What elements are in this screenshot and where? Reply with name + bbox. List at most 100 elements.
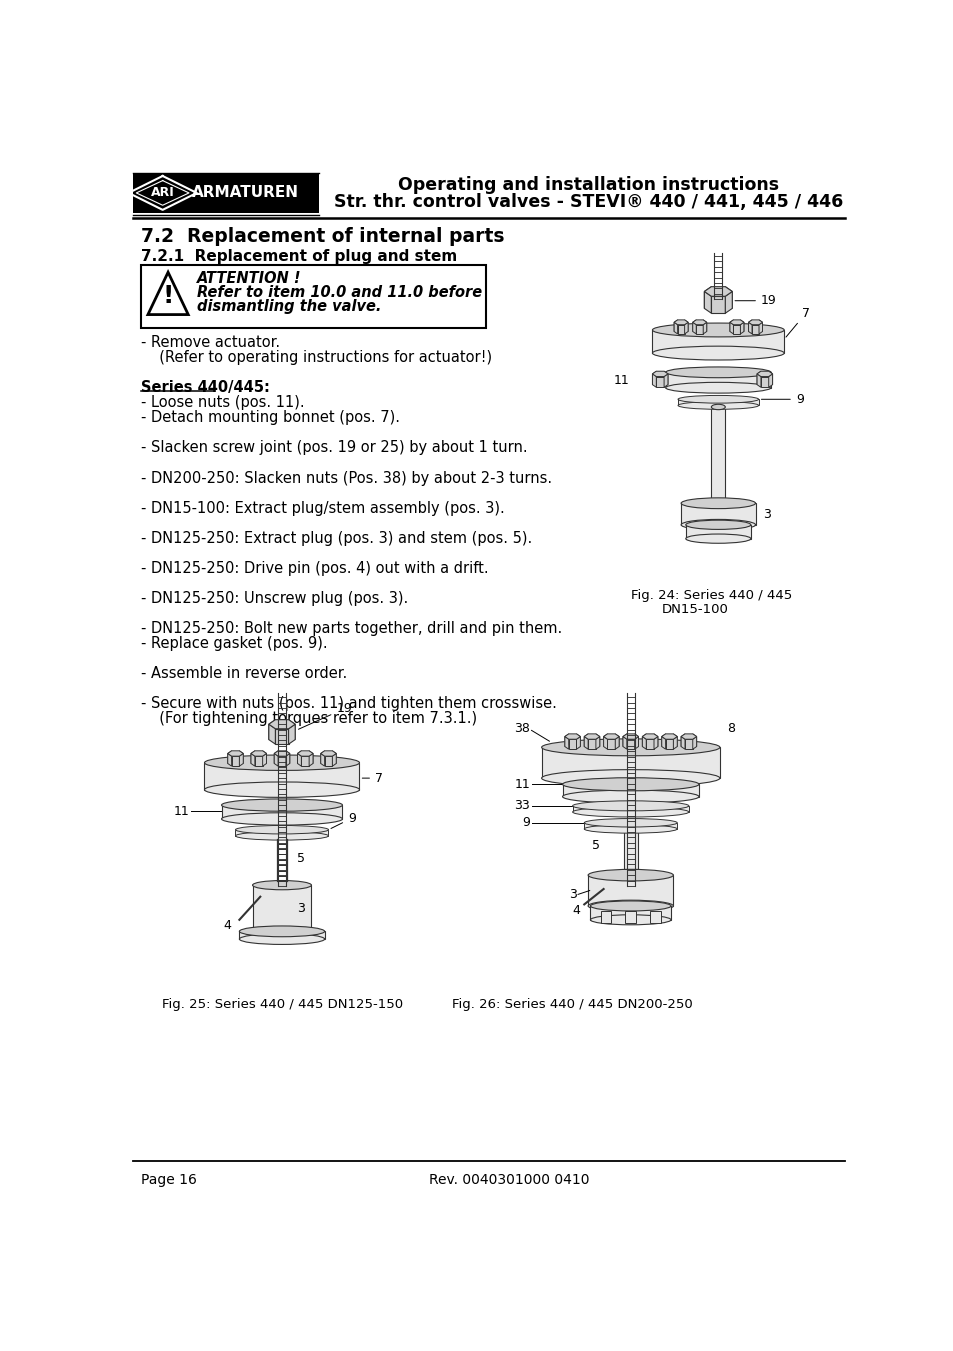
Bar bbox=[665, 373, 770, 388]
Polygon shape bbox=[759, 320, 761, 331]
Text: 3: 3 bbox=[762, 508, 770, 521]
Text: Series 440/445:: Series 440/445: bbox=[141, 381, 270, 396]
Text: 3: 3 bbox=[297, 901, 305, 915]
Polygon shape bbox=[645, 734, 654, 744]
Ellipse shape bbox=[652, 346, 783, 359]
Polygon shape bbox=[674, 320, 687, 324]
Polygon shape bbox=[733, 320, 740, 330]
Polygon shape bbox=[332, 751, 335, 763]
Polygon shape bbox=[757, 374, 760, 388]
Polygon shape bbox=[274, 754, 278, 766]
Polygon shape bbox=[278, 757, 286, 766]
Text: Fig. 24: Series 440 / 445: Fig. 24: Series 440 / 445 bbox=[630, 589, 791, 603]
Polygon shape bbox=[641, 734, 658, 739]
Polygon shape bbox=[583, 736, 587, 750]
Polygon shape bbox=[768, 372, 772, 385]
Polygon shape bbox=[278, 751, 286, 761]
Polygon shape bbox=[297, 751, 301, 763]
Ellipse shape bbox=[235, 825, 328, 834]
Text: - DN15-100: Extract plug/stem assembly (pos. 3).: - DN15-100: Extract plug/stem assembly (… bbox=[141, 500, 504, 516]
Text: 3: 3 bbox=[568, 888, 576, 901]
Bar bbox=[141, 265, 485, 328]
Polygon shape bbox=[759, 323, 761, 334]
Polygon shape bbox=[674, 320, 677, 331]
Polygon shape bbox=[696, 320, 702, 330]
Text: Str. thr. control valves - STEVI® 440 / 441, 445 / 446: Str. thr. control valves - STEVI® 440 / … bbox=[334, 193, 842, 211]
Polygon shape bbox=[652, 372, 667, 377]
Text: DN15-100: DN15-100 bbox=[661, 604, 728, 616]
Polygon shape bbox=[663, 372, 667, 385]
Polygon shape bbox=[626, 734, 634, 744]
Polygon shape bbox=[680, 736, 684, 750]
Polygon shape bbox=[703, 286, 732, 296]
Bar bbox=[541, 747, 720, 778]
Bar bbox=[572, 805, 688, 812]
Text: ATTENTION !: ATTENTION ! bbox=[196, 272, 301, 286]
Polygon shape bbox=[661, 734, 677, 739]
Ellipse shape bbox=[253, 881, 311, 890]
Polygon shape bbox=[692, 323, 696, 334]
Polygon shape bbox=[733, 324, 740, 334]
Polygon shape bbox=[607, 734, 615, 744]
Ellipse shape bbox=[541, 770, 720, 786]
Polygon shape bbox=[228, 754, 232, 766]
Polygon shape bbox=[320, 754, 324, 766]
Text: !: ! bbox=[162, 285, 173, 308]
Ellipse shape bbox=[587, 900, 673, 912]
Bar bbox=[221, 805, 342, 819]
Ellipse shape bbox=[678, 401, 758, 409]
Bar bbox=[649, 912, 660, 923]
Text: 7: 7 bbox=[785, 307, 809, 338]
Ellipse shape bbox=[590, 901, 670, 911]
Polygon shape bbox=[269, 720, 275, 739]
Ellipse shape bbox=[204, 782, 359, 797]
Polygon shape bbox=[286, 754, 290, 766]
Polygon shape bbox=[607, 739, 615, 750]
Polygon shape bbox=[692, 734, 696, 747]
Polygon shape bbox=[760, 377, 768, 388]
Polygon shape bbox=[740, 323, 743, 334]
Polygon shape bbox=[757, 372, 772, 377]
Ellipse shape bbox=[572, 801, 688, 811]
Polygon shape bbox=[748, 323, 751, 334]
Ellipse shape bbox=[562, 778, 699, 790]
Text: 5: 5 bbox=[592, 839, 599, 852]
Polygon shape bbox=[274, 751, 290, 757]
Bar bbox=[599, 912, 611, 923]
Ellipse shape bbox=[239, 925, 324, 936]
Polygon shape bbox=[301, 751, 309, 761]
Polygon shape bbox=[297, 754, 301, 766]
Text: 9: 9 bbox=[760, 393, 802, 405]
Bar bbox=[583, 823, 677, 830]
Polygon shape bbox=[692, 736, 696, 750]
Polygon shape bbox=[332, 754, 335, 766]
Polygon shape bbox=[269, 724, 275, 744]
Ellipse shape bbox=[711, 404, 724, 409]
Polygon shape bbox=[320, 751, 335, 757]
Polygon shape bbox=[626, 739, 634, 750]
Polygon shape bbox=[587, 739, 596, 750]
Text: 19: 19 bbox=[298, 703, 352, 730]
Polygon shape bbox=[751, 324, 759, 334]
Polygon shape bbox=[634, 736, 638, 750]
Polygon shape bbox=[269, 720, 294, 728]
Bar bbox=[235, 830, 328, 836]
Polygon shape bbox=[677, 320, 684, 330]
Text: 8: 8 bbox=[727, 721, 735, 735]
Text: 11: 11 bbox=[613, 373, 629, 386]
Bar bbox=[624, 912, 636, 923]
Polygon shape bbox=[622, 734, 626, 747]
Polygon shape bbox=[228, 751, 232, 763]
Ellipse shape bbox=[665, 382, 770, 393]
Polygon shape bbox=[652, 374, 656, 388]
Text: 5: 5 bbox=[297, 851, 305, 865]
Polygon shape bbox=[251, 751, 254, 763]
Bar bbox=[204, 763, 359, 790]
Polygon shape bbox=[729, 323, 733, 334]
Ellipse shape bbox=[253, 927, 311, 936]
Polygon shape bbox=[724, 292, 732, 313]
Bar bbox=[678, 400, 758, 405]
Polygon shape bbox=[661, 736, 665, 750]
Ellipse shape bbox=[562, 790, 699, 802]
Polygon shape bbox=[324, 757, 332, 766]
